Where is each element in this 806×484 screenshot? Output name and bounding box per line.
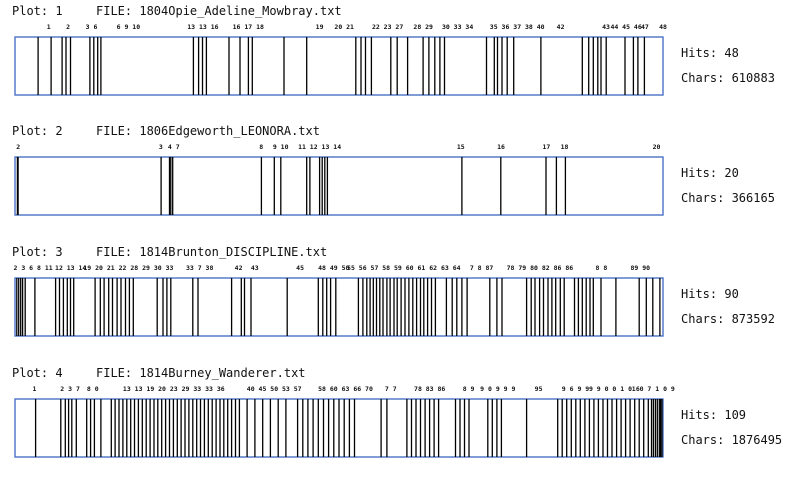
tick-label: 16 17 18 <box>233 23 264 31</box>
plot-1: Plot: 1 FILE: 1804Opie_Adeline_Mowbray.tx… <box>0 4 806 122</box>
tick-label: 33 7 38 <box>186 264 213 272</box>
tick-label: 55 56 57 58 59 60 61 62 63 64 <box>347 264 461 272</box>
plot-header: Plot: 1 FILE: 1804Opie_Adeline_Mowbray.tx… <box>12 4 342 18</box>
tick-label: 35 36 37 38 40 <box>490 23 545 31</box>
tick-label: 89 90 <box>631 264 651 272</box>
tick-label: 9 10 <box>273 143 289 151</box>
tick-label: 15 <box>457 143 465 151</box>
tick-label: 48 49 50 <box>318 264 349 272</box>
plot-label: Plot: 2 <box>12 124 63 138</box>
tick-label: 30 33 34 <box>442 23 473 31</box>
chars-count: Chars: 610883 <box>681 71 775 85</box>
chars-count: Chars: 366165 <box>681 191 775 205</box>
tick-label: 40 45 50 53 57 <box>247 385 302 393</box>
tick-label: 18 <box>561 143 569 151</box>
dispersion-strip: 1 2 3 7 8 0 13 13 19 20 23 29 33 33 36 40 45… <box>14 385 675 458</box>
tick-label: 8 9 <box>463 385 475 393</box>
tick-label: 8 <box>259 143 263 151</box>
tick-label: 7 8 87 <box>470 264 494 272</box>
tick-label: 45 <box>296 264 304 272</box>
tick-label: 9 9 0 0 1 0 6 <box>589 385 640 393</box>
plot-2: Plot: 2 FILE: 1806Edgeworth_LEONORA.txt 2 3… <box>0 124 806 242</box>
chars-count: Chars: 1876495 <box>681 433 783 447</box>
tick-label: 17 <box>542 143 550 151</box>
tick-label: 1 <box>32 385 36 393</box>
dispersion-strip: 2 3 4 7 8 9 10 11 12 13 14 15 16 17 18 20 <box>14 143 664 216</box>
plot-4: Plot: 4 FILE: 1814Burney_Wanderer.txt 1 2 3… <box>0 366 806 484</box>
tick-label: 16 <box>497 143 505 151</box>
tick-label: 58 60 63 66 70 <box>318 385 373 393</box>
tick-label: 7 7 <box>385 385 397 393</box>
tick-label: 48 <box>659 23 667 31</box>
hits-count: Hits: 90 <box>681 287 739 301</box>
file-label: FILE: 1804Opie_Adeline_Mowbray.txt <box>96 4 342 18</box>
tick-label: 13 13 19 20 23 29 33 33 36 <box>123 385 225 393</box>
tick-label: 6 9 10 <box>117 23 141 31</box>
hits-count: Hits: 20 <box>681 166 739 180</box>
tick-label: 2 <box>16 143 20 151</box>
tick-label: 4 7 <box>168 143 180 151</box>
tick-label: 1 0 7 1 0 9 <box>632 385 675 393</box>
tick-label: 9 0 9 9 9 <box>480 385 515 393</box>
tick-label: 1 <box>47 23 51 31</box>
tick-label: 2 3 7 <box>60 385 80 393</box>
tick-label: 95 <box>535 385 543 393</box>
tick-label: 22 23 27 <box>372 23 403 31</box>
tick-label: 42 <box>235 264 243 272</box>
tick-label: 9 6 9 9 <box>562 385 589 393</box>
tick-label: 20 <box>653 143 661 151</box>
dispersion-strip: 1 2 3 6 6 9 10 13 13 16 16 17 18 19 20 21 22 23 … <box>14 23 667 96</box>
plot-label: Plot: 1 <box>12 4 63 18</box>
tick-label: 13 13 16 <box>187 23 218 31</box>
tick-label: 3 6 <box>86 23 98 31</box>
tick-label: 43 <box>602 23 610 31</box>
tick-label: 8 0 <box>87 385 99 393</box>
tick-label: 78 79 80 82 86 86 <box>507 264 574 272</box>
strip-frame <box>14 277 664 337</box>
chars-count: Chars: 873592 <box>681 312 775 326</box>
tick-label: 47 <box>641 23 649 31</box>
tick-label: 2 3 6 8 11 <box>14 264 53 272</box>
tick-label: 42 <box>557 23 565 31</box>
strip-frame <box>14 156 664 216</box>
tick-label: 44 45 46 <box>610 23 641 31</box>
tick-label: 43 <box>251 264 259 272</box>
tick-label: 20 21 <box>334 23 354 31</box>
plot-header: Plot: 2 FILE: 1806Edgeworth_LEONORA.txt <box>12 124 320 138</box>
tick-label: 8 8 <box>596 264 608 272</box>
plot-3: Plot: 3 FILE: 1814Brunton_DISCIPLINE.txt 2… <box>0 245 806 363</box>
plot-header: Plot: 4 FILE: 1814Burney_Wanderer.txt <box>12 366 306 380</box>
tick-label: 11 12 13 14 <box>298 143 341 151</box>
tick-label: 3 <box>159 143 163 151</box>
strip-frame <box>14 36 664 96</box>
file-label: FILE: 1814Burney_Wanderer.txt <box>96 366 306 380</box>
tick-label: 19 <box>316 23 324 31</box>
plot-label: Plot: 4 <box>12 366 63 380</box>
hits-count: Hits: 48 <box>681 46 739 60</box>
file-label: FILE: 1814Brunton_DISCIPLINE.txt <box>96 245 328 259</box>
plot-label: Plot: 3 <box>12 245 63 259</box>
tick-label: 19 20 21 22 28 29 30 33 <box>83 264 173 272</box>
tick-label: 2 <box>66 23 70 31</box>
tick-label: 28 29 <box>413 23 433 31</box>
file-label: FILE: 1806Edgeworth_LEONORA.txt <box>96 124 320 138</box>
tick-label: 78 83 86 <box>414 385 445 393</box>
tick-label: 12 13 14 <box>55 264 86 272</box>
plot-header: Plot: 3 FILE: 1814Brunton_DISCIPLINE.txt <box>12 245 327 259</box>
hits-count: Hits: 109 <box>681 408 747 422</box>
